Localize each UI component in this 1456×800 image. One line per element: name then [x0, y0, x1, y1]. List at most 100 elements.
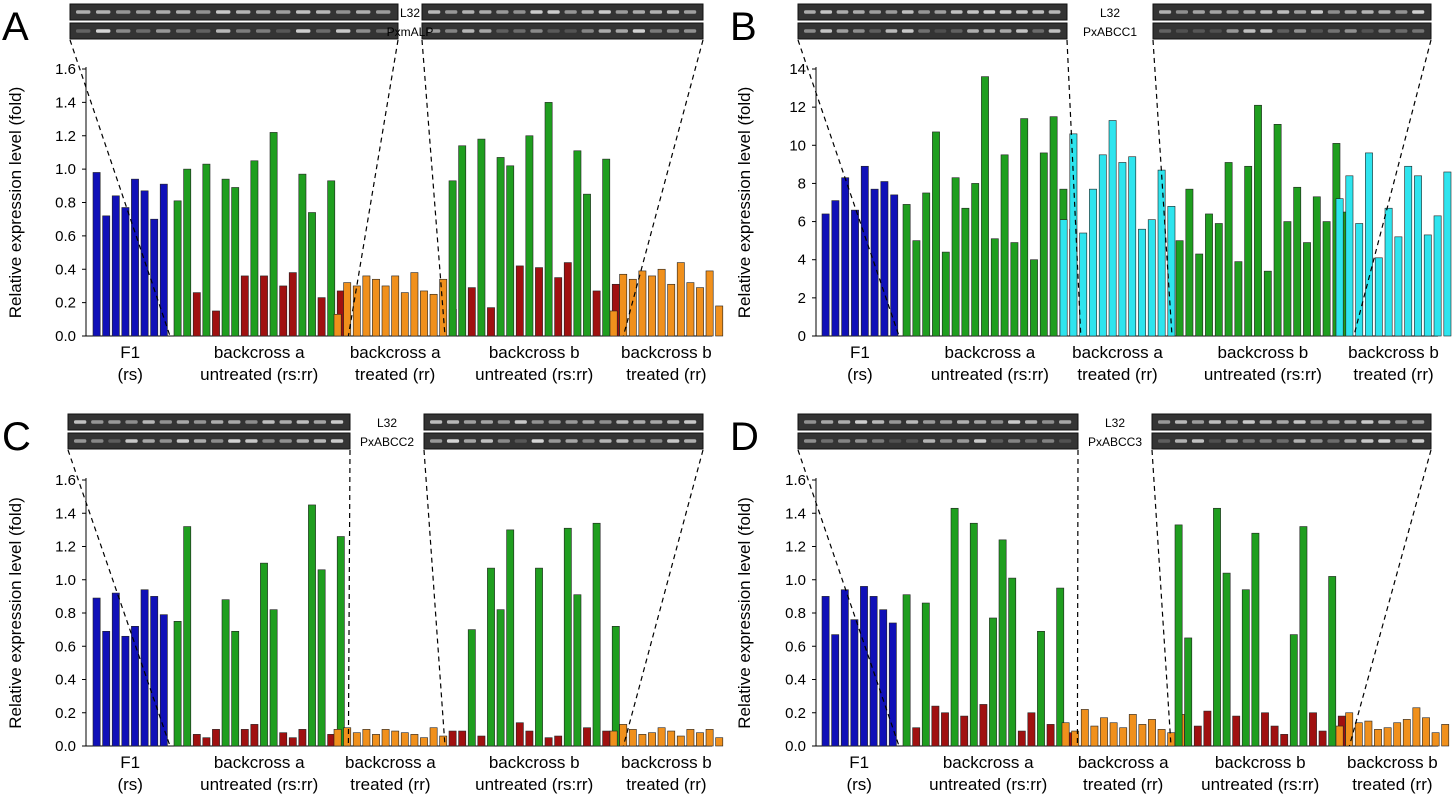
bar	[1046, 724, 1055, 747]
bar	[400, 292, 409, 337]
gel-gene-right	[1152, 22, 1432, 40]
gel-band	[1008, 420, 1021, 424]
gel-band	[496, 10, 509, 14]
bar	[439, 735, 448, 747]
bar	[202, 163, 211, 337]
gel-band	[91, 420, 104, 424]
gel-band	[582, 439, 595, 443]
ref-gene-label: L32	[377, 416, 397, 430]
bar	[250, 160, 259, 337]
gel-band	[1175, 29, 1189, 33]
group-label-line2: untreated (rs:rr)	[931, 365, 1049, 384]
gel-band	[1048, 10, 1061, 14]
bar	[343, 282, 352, 337]
group-label-line1: backcross b	[1347, 753, 1438, 772]
gel-band	[1191, 420, 1205, 424]
gel-band	[1175, 10, 1189, 14]
zoom-line	[421, 39, 446, 337]
bar	[1345, 175, 1354, 337]
zoom-line	[622, 449, 704, 747]
gene-label: PxmALP	[387, 25, 434, 39]
bar	[458, 730, 467, 747]
bar	[1293, 186, 1302, 337]
bar	[1251, 532, 1260, 747]
bar	[979, 704, 988, 747]
bar	[1254, 104, 1262, 337]
bar	[515, 722, 524, 747]
bar-group	[1335, 152, 1452, 337]
group-label-line1: backcross b	[1348, 343, 1439, 362]
bar-group	[1174, 507, 1346, 747]
bar	[1128, 156, 1137, 337]
bar	[111, 195, 120, 337]
gel-background	[69, 22, 399, 40]
gel-band	[885, 10, 898, 14]
gene-label: PxABCC1	[1083, 25, 1137, 39]
gel-gene-left	[797, 22, 1068, 40]
gel-band	[176, 439, 190, 443]
bar	[308, 212, 316, 337]
bar	[477, 138, 486, 337]
y-tick-label: 1.2	[785, 539, 806, 556]
bar	[628, 278, 637, 337]
gel-background	[797, 3, 1068, 21]
gel-band	[1276, 439, 1289, 443]
gel-band	[479, 10, 492, 14]
gel-band	[279, 439, 292, 443]
group-label-line2: treated (rr)	[355, 365, 435, 384]
bar	[400, 732, 409, 747]
gel-band	[615, 29, 628, 33]
group-label-line2: (rs)	[117, 775, 142, 794]
y-tick-label: 1.0	[55, 161, 76, 178]
gel-band	[923, 420, 936, 424]
gel-band	[530, 29, 543, 33]
zoom-line	[67, 449, 171, 747]
bar	[990, 238, 999, 337]
y-tick-label: 1.4	[785, 505, 806, 522]
group-label-line1: backcross a	[1072, 343, 1163, 362]
gel-band	[616, 439, 629, 443]
group-label-line2: (rs)	[846, 775, 871, 794]
gel-band	[1042, 439, 1055, 443]
group-label-line2: untreated (rs:rr)	[475, 365, 593, 384]
bar	[1090, 725, 1099, 747]
gel-band	[1209, 10, 1222, 14]
gel-band	[1327, 420, 1340, 424]
gel-band	[1327, 29, 1340, 33]
group-label-line2: (rs)	[847, 365, 872, 384]
gel-band	[125, 420, 138, 424]
bar	[420, 290, 428, 337]
bar-group	[609, 262, 724, 337]
bar	[535, 267, 543, 337]
bar	[221, 599, 230, 747]
bar	[159, 614, 168, 747]
bar	[544, 737, 553, 747]
bar-group	[902, 507, 1074, 747]
gel-band	[666, 29, 680, 33]
gel-band	[633, 439, 646, 443]
gel-band	[108, 439, 121, 443]
bar	[971, 183, 980, 337]
y-axis-title: Relative expression level (fold)	[735, 87, 754, 319]
gel-background	[67, 413, 351, 431]
group-label-line1: backcross a	[1078, 753, 1169, 772]
bar	[410, 734, 419, 747]
gel-band	[479, 29, 492, 33]
gel-band	[316, 29, 331, 33]
bar	[554, 735, 563, 747]
bar	[1280, 734, 1289, 747]
gel-band	[957, 439, 970, 443]
gel-band	[136, 29, 151, 33]
bar	[352, 285, 361, 337]
group-label-line2: untreated (rs:rr)	[1201, 775, 1319, 794]
bar	[535, 567, 543, 747]
bar	[410, 272, 419, 337]
bar	[981, 76, 989, 337]
gel-band	[514, 439, 527, 443]
gel-band	[974, 439, 987, 443]
gel-band	[934, 29, 947, 33]
bar	[140, 190, 149, 337]
gel-band	[531, 420, 544, 424]
bar	[221, 178, 230, 337]
